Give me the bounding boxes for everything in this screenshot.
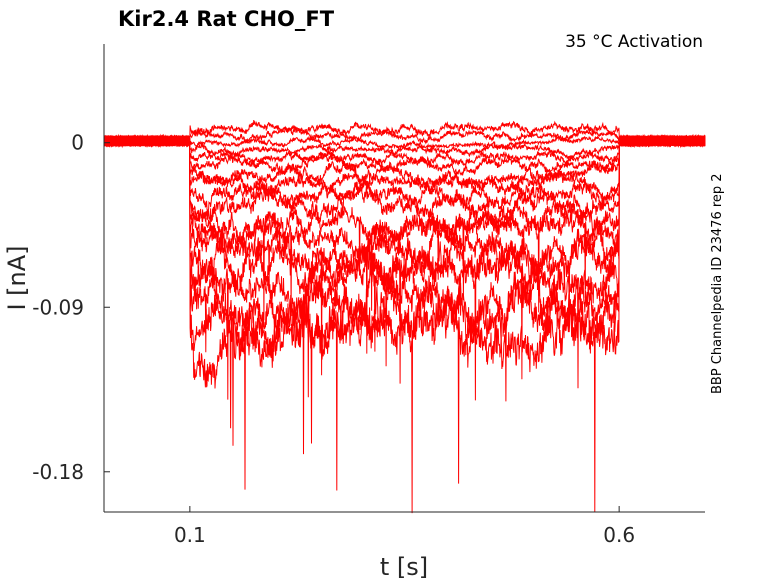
y-tick-label: -0.09 xyxy=(32,295,84,319)
y-tick-label: -0.18 xyxy=(32,460,84,484)
chart-title: Kir2.4 Rat CHO_FT xyxy=(118,7,335,31)
trace-line-16 xyxy=(103,133,706,455)
traces-group xyxy=(103,120,706,514)
x-tick-label: 0.6 xyxy=(603,523,635,547)
trace-line-4 xyxy=(103,134,706,161)
x-axis-label: t [s] xyxy=(380,553,428,581)
side-label: BBP Channelpedia ID 23476 rep 2 xyxy=(710,173,725,394)
trace-line-8 xyxy=(103,134,706,203)
trace-line-18 xyxy=(103,134,706,514)
trace-line-13 xyxy=(103,133,706,354)
trace-line-5 xyxy=(103,133,706,167)
y-tick-label: 0 xyxy=(71,131,84,155)
x-tick-label: 0.1 xyxy=(174,523,206,547)
x-ticks: 0.1 0.6 xyxy=(174,506,635,547)
chart-subtitle: 35 °C Activation xyxy=(565,32,703,52)
trace-line-9 xyxy=(103,133,706,213)
trace-line-2 xyxy=(103,124,706,148)
trace-line-12 xyxy=(103,133,706,321)
trace-line-7 xyxy=(103,134,706,189)
trace-line-11 xyxy=(103,133,706,276)
trace-line-1 xyxy=(103,120,706,148)
y-ticks: 0 -0.09 -0.18 xyxy=(32,131,110,484)
y-axis-label: I [nA] xyxy=(3,245,31,310)
trace-line-3 xyxy=(103,134,706,151)
